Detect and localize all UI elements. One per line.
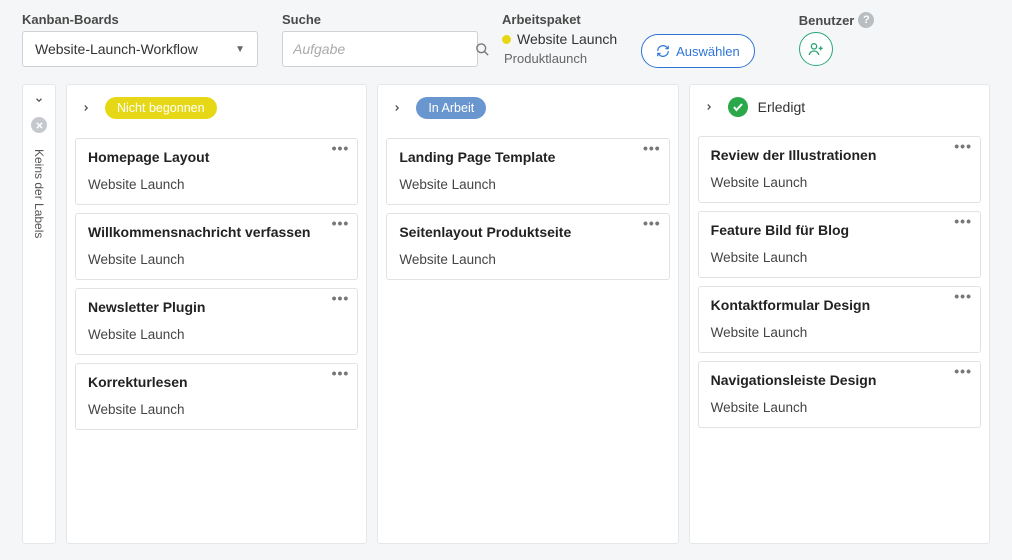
collapse-column-button[interactable] (704, 102, 718, 112)
card-title: Willkommensnachricht verfassen (88, 224, 345, 240)
card-subtitle: Website Launch (88, 327, 345, 342)
select-button-group: Auswählen (641, 12, 755, 68)
kanban-card[interactable]: ••• Korrekturlesen Website Launch (75, 363, 358, 430)
card-title: Review der Illustrationen (711, 147, 968, 163)
search-box (282, 31, 478, 67)
kanban-card[interactable]: ••• Willkommensnachricht verfassen Websi… (75, 213, 358, 280)
card-list: ••• Review der Illustrationen Website La… (690, 128, 989, 438)
card-menu-icon[interactable]: ••• (332, 295, 350, 301)
user-label: Benutzer ? (799, 12, 875, 28)
card-title: Homepage Layout (88, 149, 345, 165)
card-menu-icon[interactable]: ••• (954, 368, 972, 374)
expand-filter-button[interactable] (34, 95, 44, 105)
card-menu-icon[interactable]: ••• (332, 220, 350, 226)
board-select-label: Kanban-Boards (22, 12, 258, 27)
clear-filter-button[interactable] (31, 117, 47, 133)
workpackage-subtitle: Produktlaunch (504, 51, 617, 66)
kanban-card[interactable]: ••• Newsletter Plugin Website Launch (75, 288, 358, 355)
user-label-text: Benutzer (799, 13, 855, 28)
kanban-card[interactable]: ••• Review der Illustrationen Website La… (698, 136, 981, 203)
card-list: ••• Homepage Layout Website Launch ••• W… (67, 130, 366, 440)
status-badge: In Arbeit (416, 97, 486, 119)
card-subtitle: Website Launch (711, 325, 968, 340)
card-menu-icon[interactable]: ••• (643, 145, 661, 151)
select-button[interactable]: Auswählen (641, 34, 755, 68)
board-area: Keins der Labels Nicht begonnen ••• Home… (0, 76, 1012, 560)
card-title: Landing Page Template (399, 149, 656, 165)
search-group: Suche (282, 12, 478, 67)
card-menu-icon[interactable]: ••• (643, 220, 661, 226)
help-icon[interactable]: ? (858, 12, 874, 28)
kanban-card[interactable]: ••• Navigationsleiste Design Website Lau… (698, 361, 981, 428)
workpackage-title: Website Launch (517, 31, 617, 47)
column-not-started: Nicht begonnen ••• Homepage Layout Websi… (66, 84, 367, 544)
workpackage-title-row: Website Launch (502, 31, 617, 47)
card-title: Feature Bild für Blog (711, 222, 968, 238)
workpackage-label: Arbeitspaket (502, 12, 617, 27)
board-select-group: Kanban-Boards Website-Launch-Workflow ▼ (22, 12, 258, 67)
card-subtitle: Website Launch (711, 400, 968, 415)
card-menu-icon[interactable]: ••• (332, 370, 350, 376)
status-dot-icon (502, 35, 511, 44)
side-filter-label: Keins der Labels (32, 149, 46, 238)
check-icon (728, 97, 748, 117)
add-user-button[interactable] (799, 32, 833, 66)
card-list: ••• Landing Page Template Website Launch… (378, 130, 677, 290)
side-filter-panel: Keins der Labels (22, 84, 56, 544)
card-subtitle: Website Launch (711, 175, 968, 190)
top-toolbar: Kanban-Boards Website-Launch-Workflow ▼ … (0, 0, 1012, 76)
board-select-value: Website-Launch-Workflow (35, 41, 198, 57)
select-button-label: Auswählen (676, 44, 740, 59)
card-menu-icon[interactable]: ••• (954, 293, 972, 299)
status-badge: Nicht begonnen (105, 97, 217, 119)
card-title: Seitenlayout Produktseite (399, 224, 656, 240)
kanban-card[interactable]: ••• Seitenlayout Produktseite Website La… (386, 213, 669, 280)
card-subtitle: Website Launch (88, 402, 345, 417)
workpackage-group: Arbeitspaket Website Launch Produktlaunc… (502, 12, 617, 66)
card-title: Navigationsleiste Design (711, 372, 968, 388)
column-in-progress: In Arbeit ••• Landing Page Template Webs… (377, 84, 678, 544)
card-subtitle: Website Launch (88, 177, 345, 192)
search-label: Suche (282, 12, 478, 27)
column-done: Erledigt ••• Review der Illustrationen W… (689, 84, 990, 544)
kanban-card[interactable]: ••• Homepage Layout Website Launch (75, 138, 358, 205)
card-menu-icon[interactable]: ••• (332, 145, 350, 151)
collapse-column-button[interactable] (392, 103, 406, 113)
card-menu-icon[interactable]: ••• (954, 218, 972, 224)
kanban-card[interactable]: ••• Landing Page Template Website Launch (386, 138, 669, 205)
card-subtitle: Website Launch (88, 252, 345, 267)
search-icon[interactable] (475, 42, 490, 57)
column-header: In Arbeit (378, 85, 677, 130)
column-header: Erledigt (690, 85, 989, 128)
card-subtitle: Website Launch (399, 252, 656, 267)
card-subtitle: Website Launch (399, 177, 656, 192)
card-subtitle: Website Launch (711, 250, 968, 265)
card-title: Newsletter Plugin (88, 299, 345, 315)
search-input[interactable] (293, 41, 475, 57)
card-title: Korrekturlesen (88, 374, 345, 390)
kanban-card[interactable]: ••• Kontaktformular Design Website Launc… (698, 286, 981, 353)
refresh-icon (656, 44, 670, 58)
kanban-card[interactable]: ••• Feature Bild für Blog Website Launch (698, 211, 981, 278)
card-menu-icon[interactable]: ••• (954, 143, 972, 149)
caret-down-icon: ▼ (235, 44, 245, 55)
status-badge: Erledigt (758, 99, 805, 115)
board-select[interactable]: Website-Launch-Workflow ▼ (22, 31, 258, 67)
column-header: Nicht begonnen (67, 85, 366, 130)
user-group: Benutzer ? (799, 12, 875, 66)
card-title: Kontaktformular Design (711, 297, 968, 313)
collapse-column-button[interactable] (81, 103, 95, 113)
